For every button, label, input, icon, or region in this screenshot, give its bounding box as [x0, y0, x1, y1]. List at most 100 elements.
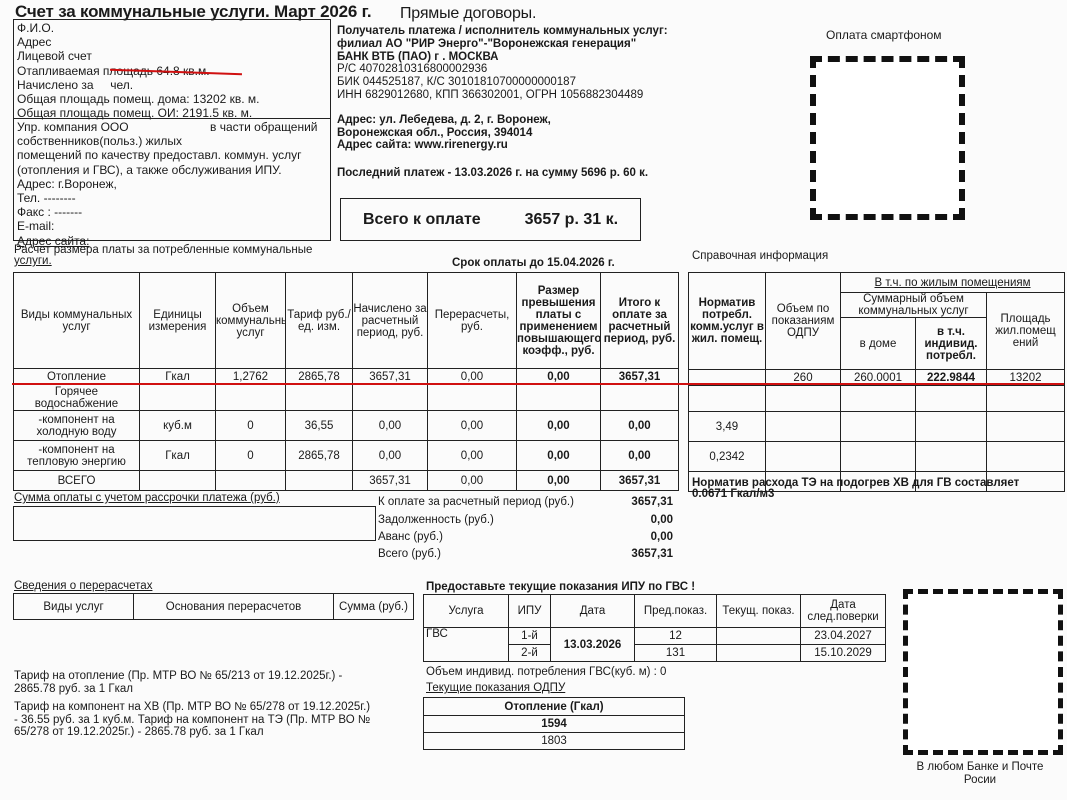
odpu-value: 1803: [423, 732, 685, 750]
ipu-next-check: 23.04.2027: [800, 627, 886, 645]
due-date: Срок оплаты до 15.04.2026 г.: [452, 257, 615, 269]
table-cell: 260.0001: [840, 369, 916, 386]
table-cell: 0,00: [600, 410, 679, 441]
summary-value: 0,00: [650, 514, 673, 526]
summary-value: 3657,31: [631, 548, 673, 560]
recipient-line: Р/С 40702810316800002936: [337, 63, 488, 76]
table-cell: 0,00: [600, 440, 679, 471]
total-label: Всего к оплате: [362, 210, 481, 228]
col-tariff: Тариф руб./ ед. изм.: [285, 272, 353, 369]
summary-label: Всего (руб.): [378, 548, 441, 560]
col-excess: Размер превышения платы с применением по…: [516, 272, 601, 369]
ipu-current-input[interactable]: [716, 627, 801, 645]
table-cell: 0,00: [352, 440, 428, 471]
ipu-number: 1-й: [508, 627, 551, 645]
management-company: Упр. компания ООО: [17, 120, 129, 134]
table-cell: [285, 384, 353, 411]
total-box: Всего к оплате 3657 р. 31 к.: [340, 198, 641, 241]
col-service: Виды коммунальных услуг: [13, 272, 140, 369]
ipu-current-input[interactable]: [716, 644, 801, 662]
table-cell: [840, 441, 916, 472]
col-ipu: ИПУ: [508, 594, 551, 628]
management-box: Упр. компания ООО в части обращений собст…: [13, 118, 331, 248]
table-cell: [915, 411, 987, 442]
total-amount: 3657 р. 31 к.: [524, 210, 619, 228]
table-cell: [985, 385, 1066, 412]
payer-line: Ф.И.О.: [17, 21, 55, 35]
management-scope: в части обращений: [210, 120, 318, 134]
odpu-header: Отопление (Гкал): [423, 697, 685, 716]
table-cell: 2865,78: [285, 440, 353, 471]
ipu-next-check: 15.10.2029: [800, 644, 886, 662]
col-indiv: в т.ч. индивид. потребл.: [915, 317, 987, 370]
table-cell: [765, 385, 841, 412]
col-recalc: Перерасчеты, руб.: [427, 272, 517, 369]
ipu-title: Предоставьте текущие показания ИПУ по ГВ…: [426, 581, 696, 593]
odpu-title: Текущие показания ОДПУ: [426, 682, 566, 694]
table-cell: [139, 470, 216, 491]
col-volume: Объем коммунальных услуг: [215, 272, 286, 369]
table-row: 3,49: [688, 411, 1066, 442]
management-line: помещений по качеству предоставл. коммун…: [17, 148, 302, 163]
table-cell: [516, 384, 601, 411]
table-cell: 0,00: [427, 440, 517, 471]
table-cell: [840, 411, 916, 442]
table-cell: 3657,31: [352, 470, 428, 491]
table-row: Горячее водоснабжение: [13, 384, 679, 411]
table-cell: -компонент на тепловую энергию: [13, 440, 140, 471]
management-line: Адрес сайта:: [17, 233, 90, 248]
recipient-line: Получатель платежа / исполнитель коммуна…: [337, 25, 668, 37]
recipient-address: Воронежская обл., Россия, 394014: [337, 126, 533, 139]
calc-title: Расчет размера платы за потребленные ком…: [14, 244, 313, 267]
table-cell: 222.9844: [915, 369, 987, 386]
col-charged: Начислено за расчетный период, руб.: [352, 272, 428, 369]
table-cell: 0,00: [427, 410, 517, 441]
qr-code-icon[interactable]: [903, 589, 1063, 755]
payer-line: Общая площадь помещ. ОИ: 2191.5 кв. м.: [17, 106, 253, 121]
col-sum: Сумма (руб.): [333, 593, 414, 620]
col-prev: Пред.показ.: [634, 594, 717, 628]
summary-value: 3657,31: [631, 496, 673, 508]
table-cell: 0,00: [427, 470, 517, 491]
summary-label: Аванс (руб.): [378, 531, 443, 543]
table-row: [688, 471, 1066, 492]
recalc-title: Сведения о перерасчетах: [14, 580, 153, 592]
bill-subtitle: Прямые договоры.: [400, 5, 537, 22]
table-cell: 0,00: [516, 410, 601, 441]
table-cell: [285, 470, 353, 491]
ipu-date: 13.03.2026: [550, 627, 635, 662]
table-cell: [427, 384, 517, 411]
col-norm: Норматив потребл. комм.услуг в жил. поме…: [688, 272, 766, 370]
summary-label: Задолженность (руб.): [378, 514, 494, 526]
col-sum: Суммарный объем коммунальных услуг: [840, 292, 987, 318]
odpu-value: 1594: [423, 715, 685, 733]
payer-line: Общая площадь помещ. дома: 13202 кв. м.: [17, 92, 260, 107]
table-cell: [215, 384, 286, 411]
col-unit: Единицы измерения: [139, 272, 216, 369]
ipu-table: Услуга ИПУ Дата Пред.показ. Текущ. показ. Дат…: [423, 594, 886, 662]
tariff-notes: Тариф на отопление (Пр. МТР ВО № 65/213 …: [14, 670, 371, 738]
col-reasons: Основания перерасчетов: [133, 593, 334, 620]
reference-table: Норматив потребл. комм.услуг в жил. поме…: [688, 272, 1066, 492]
payer-box: Ф.И.О. Адрес Лицевой счет Отапливаемая п…: [13, 19, 331, 121]
charges-table: Виды коммунальных услуг Единицы измерени…: [13, 272, 679, 491]
odpu-table: Отопление (Гкал) 1594 1803: [423, 697, 685, 750]
management-line: (отопления и ГВС), а также обслуживания …: [17, 162, 282, 177]
table-row: Отопление Гкал 1,2762 2865,78 3657,31 0,00 0,0…: [13, 368, 679, 385]
red-line: [12, 383, 1064, 385]
payer-line: Лицевой счет: [17, 49, 92, 64]
table-cell: 0,00: [516, 368, 601, 385]
ipu-number: 2-й: [508, 644, 551, 662]
col-service: Услуга: [423, 594, 509, 628]
table-cell: [985, 411, 1066, 442]
qr-code-icon[interactable]: [810, 56, 965, 220]
table-cell: 0: [215, 410, 286, 441]
table-cell: куб.м: [139, 410, 216, 441]
col-area: Площадь жил.помещ ений: [985, 292, 1066, 370]
table-cell: -компонент на холодную воду: [13, 410, 140, 441]
table-cell: 0,00: [516, 440, 601, 471]
col-group: В т.ч. по жилым помещениям: [839, 272, 1066, 293]
installment-label: Сумма оплаты с учетом рассрочки платежа …: [14, 492, 280, 504]
recipient-line: филиал АО "РИР Энерго"-"Воронежская гене…: [337, 37, 637, 50]
table-cell: 36,55: [285, 410, 353, 441]
